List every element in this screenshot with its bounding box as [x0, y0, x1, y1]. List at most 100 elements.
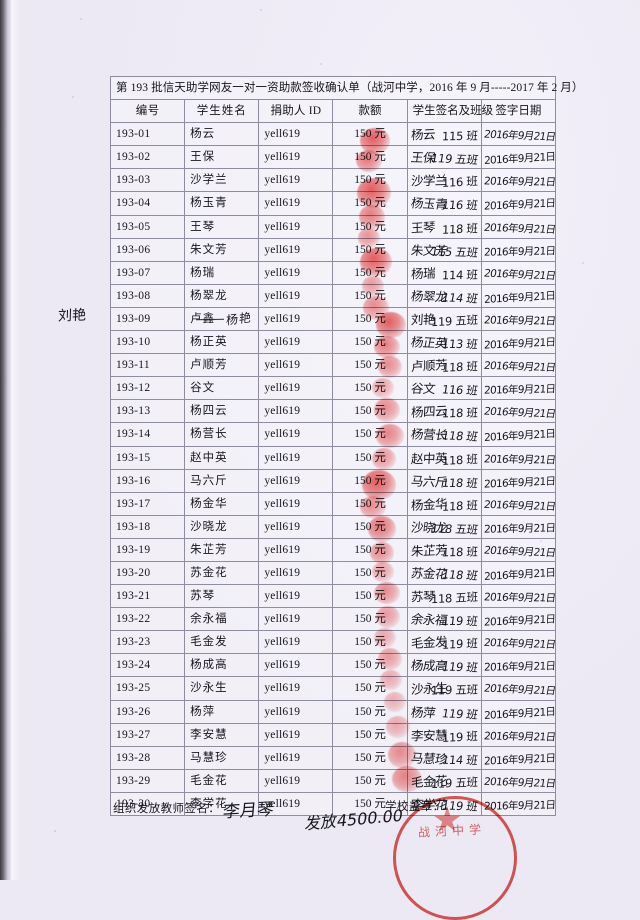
- cell-sign-date: 2016年9月21日: [480, 214, 557, 239]
- cell-student-id: 193-22: [109, 607, 186, 632]
- cell-sign-date: 2016年9月21日: [480, 653, 557, 678]
- student-signature-handwritten: 沙晓龙: [409, 519, 448, 536]
- student-class-handwritten: 119 班: [441, 798, 479, 814]
- cell-donor-id: yell619: [258, 191, 334, 216]
- cell-student-id: 193-28: [109, 745, 186, 770]
- cell-amount: 150 元: [332, 145, 408, 170]
- cell-student-id: 193-20: [109, 560, 186, 586]
- student-name-text: 李学花: [190, 797, 228, 810]
- cell-amount: 150 元: [332, 653, 408, 678]
- cell-student-name: 杨玉青: [184, 191, 260, 216]
- cell-student-id: 193-10: [109, 330, 186, 355]
- cell-student-name: 苏琴: [184, 584, 260, 609]
- cell-amount: 150 元: [332, 237, 408, 262]
- cell-sign-date: 2016年9月21日: [480, 237, 557, 262]
- student-signature-handwritten: 余永福: [409, 611, 449, 628]
- cell-student-name: 杨金华: [184, 491, 260, 516]
- student-signature-handwritten: 杨萍: [409, 704, 436, 720]
- cell-sign-date: 2016年9月21日: [480, 584, 557, 609]
- cell-donor-id: yell619: [258, 791, 334, 817]
- student-name-text: 杨玉青: [190, 197, 228, 210]
- table-row: 193-09 卢鑫 杨艳 yell619 150 元刘艳 119 五班 2016年9月21日: [109, 306, 557, 332]
- cell-signature-and-class: 马六斤 118 班: [406, 468, 482, 493]
- cell-signature-and-class: 卢顺芳 118 班: [406, 353, 482, 378]
- student-name-text: 卢顺芳: [190, 359, 228, 372]
- student-signature-handwritten: 杨四云: [410, 403, 447, 421]
- cell-student-id: 193-12: [109, 376, 186, 401]
- cell-sign-date: 2016年9月21日: [480, 699, 557, 724]
- student-class-handwritten: 114 班: [440, 290, 480, 306]
- student-name-text: 赵中英: [190, 451, 228, 464]
- cell-donor-id: yell619: [258, 630, 334, 655]
- student-class-handwritten: 119 班: [441, 613, 479, 629]
- cell-student-id: 193-08: [109, 283, 186, 308]
- cell-sign-date: 2016年9月21日: [480, 468, 557, 493]
- student-name-text: 毛金花: [190, 774, 228, 787]
- student-name-text: 杨瑞: [190, 266, 216, 279]
- sign-date-handwritten: 2016年9月21日: [483, 314, 556, 328]
- cell-amount: 150 元: [332, 468, 408, 493]
- cell-student-name: 杨四云: [184, 399, 260, 424]
- student-signature-handwritten: 沙学兰: [410, 173, 448, 189]
- cell-sign-date: 2016年9月21日: [480, 260, 556, 285]
- table-row: 193-16 马六斤 yell619 150 元马六斤 118 班 2016年9月21日: [109, 468, 557, 493]
- table-row: 193-19 朱芷芳 yell619 150 元朱芷芳 118 班 2016年9月21日: [109, 537, 556, 562]
- cell-donor-id: yell619: [258, 722, 334, 747]
- student-signature-handwritten: 杨玉青: [409, 195, 449, 213]
- sign-date-handwritten: 2016年9月21日: [483, 522, 556, 536]
- cell-student-name: 毛金花: [184, 768, 260, 793]
- student-signature-handwritten: 卢顺芳: [410, 357, 447, 375]
- student-class-handwritten: 116 班: [442, 174, 478, 191]
- cell-student-name: 毛金发: [184, 630, 260, 655]
- cell-student-id: 193-06: [109, 237, 186, 262]
- student-signature-handwritten: 马六斤: [409, 472, 449, 490]
- cell-donor-id: yell619: [258, 237, 334, 262]
- cell-sign-date: 2016年9月21日: [480, 537, 556, 562]
- cell-student-name: 谷文: [184, 376, 260, 401]
- sign-date-handwritten: 2016年9月21日: [482, 221, 556, 236]
- student-signature-handwritten: 杨瑞: [410, 265, 435, 282]
- student-signature-handwritten: 沙永生: [410, 680, 447, 698]
- cell-student-id: 193-29: [109, 768, 186, 793]
- student-name-text: 沙永生: [190, 682, 228, 695]
- document-title: 第 193 批信天助学网友一对一资助款签收确认单（战河中学，2016 年 9 月…: [110, 75, 583, 101]
- table-row: 193-28 马慧珍 yell619 150 元马慧珍 114 班 2016年9月21日: [109, 745, 557, 770]
- cell-sign-date: 2016年9月21日: [480, 191, 557, 216]
- cell-amount: 150 元: [332, 745, 408, 770]
- student-name-text: 马慧珍: [190, 751, 228, 764]
- cell-signature-and-class: 杨金华 118 班: [406, 491, 482, 516]
- student-signature-handwritten: 李安慧: [410, 727, 448, 743]
- cell-donor-id: yell619: [258, 422, 334, 447]
- cell-signature-and-class: 赵中英 118 班: [406, 445, 482, 470]
- table-title-row: 第 193 批信天助学网友一对一资助款签收确认单（战河中学，2016 年 9 月…: [110, 75, 583, 101]
- student-class-handwritten: 119 班: [440, 705, 480, 722]
- cell-amount: 150 元: [332, 584, 408, 609]
- cell-student-id: 193-26: [109, 699, 186, 724]
- student-signature-handwritten: 杨翠龙: [409, 288, 448, 305]
- cell-donor-id: yell619: [258, 607, 334, 632]
- cell-signature-and-class: 李学花 119 班: [406, 791, 482, 817]
- cell-donor-id: yell619: [258, 745, 334, 770]
- sign-date-handwritten: 2016年9月21日: [482, 637, 556, 652]
- cell-amount: 150 元: [332, 722, 408, 747]
- cell-student-name: 沙永生: [184, 676, 260, 701]
- table-row: 193-25 沙永生 yell619 150 元沙永生 119 五班 2016年9月21日: [109, 676, 556, 701]
- margin-handwritten-note: 刘艳: [57, 307, 87, 325]
- student-name-text: 王琴: [190, 220, 216, 233]
- cell-sign-date: 2016年9月21日: [480, 630, 557, 655]
- cell-amount: 150 元: [332, 168, 408, 193]
- cell-sign-date: 2016年9月21日: [480, 353, 557, 378]
- student-signature-handwritten: 王琴: [410, 218, 435, 236]
- student-name-text: 杨四云: [190, 405, 228, 418]
- cell-sign-date: 2016年9月21日: [480, 745, 557, 770]
- student-class-handwritten: 118 班: [442, 451, 478, 468]
- cell-donor-id: yell619: [258, 145, 334, 170]
- cell-amount: 150 元: [332, 607, 408, 632]
- column-header-name: 学生姓名: [184, 99, 260, 124]
- cell-student-name: 杨萍: [184, 699, 260, 724]
- table-row: 193-14 杨营长 yell619 150 元杨营长 118 班 2016年9月21日: [109, 422, 557, 447]
- cell-signature-and-class: 杨成高 119 班: [406, 653, 482, 678]
- cell-donor-id: yell619: [258, 514, 334, 539]
- cell-donor-id: yell619: [258, 537, 334, 562]
- cell-signature-and-class: 杨瑞 114 班: [406, 260, 482, 285]
